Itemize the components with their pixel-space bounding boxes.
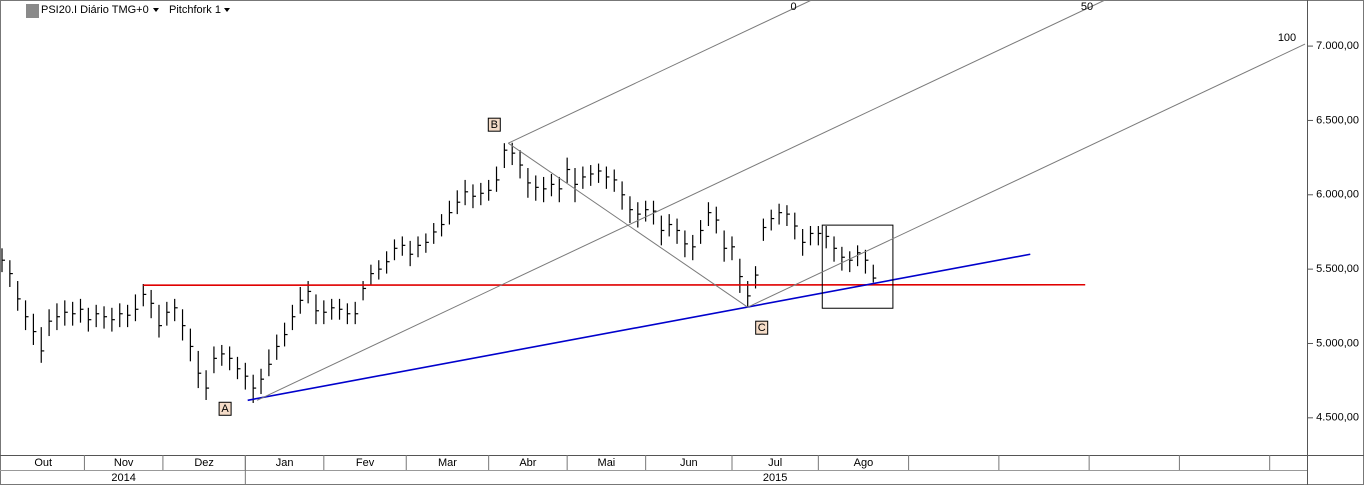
y-tick-label: 5.000,00: [1316, 337, 1359, 349]
highlight-box: [821, 224, 894, 309]
point-label: C: [758, 322, 766, 334]
pitchfork-tine: [256, 0, 1106, 401]
symbol-label[interactable]: PSI20.I Diário TMG+0: [41, 4, 149, 16]
point-label-box: [755, 320, 769, 335]
x-tick-label: Fev: [356, 457, 375, 469]
pitchfork-level-label: 100: [1278, 32, 1296, 44]
y-tick-label: 6.500,00: [1316, 114, 1359, 126]
symbol-icon[interactable]: [26, 4, 39, 18]
point-label-box: [487, 117, 501, 132]
x-tick-label: Nov: [114, 457, 134, 469]
x-tick-label: Dez: [194, 457, 214, 469]
x-tick-label: Mar: [438, 457, 457, 469]
year-label: 2014: [111, 472, 135, 484]
x-tick-label: Jun: [680, 457, 698, 469]
point-label-box: [218, 401, 232, 416]
y-tick-label: 4.500,00: [1316, 412, 1359, 424]
y-tick-label: 7.000,00: [1316, 40, 1359, 52]
study-label[interactable]: Pitchfork 1: [169, 4, 221, 16]
pitchfork-level-label: 50: [1081, 1, 1093, 13]
x-tick-label: Jul: [768, 457, 782, 469]
x-tick-label: Mai: [598, 457, 616, 469]
x-tick-label: Out: [34, 457, 52, 469]
dropdown-icon[interactable]: [153, 8, 159, 12]
y-tick-label: 5.500,00: [1316, 263, 1359, 275]
dropdown-icon[interactable]: [224, 8, 230, 12]
x-tick-label: Jan: [276, 457, 294, 469]
point-label: B: [491, 119, 498, 131]
pitchfork-tine: [508, 0, 812, 144]
year-label: 2015: [763, 472, 787, 484]
x-tick-label: Ago: [854, 457, 874, 469]
point-label: A: [221, 403, 229, 415]
pitchfork-level-label: 0: [791, 1, 797, 13]
y-tick-label: 6.000,00: [1316, 189, 1359, 201]
x-tick-label: Abr: [519, 457, 536, 469]
trend-line: [247, 253, 1031, 402]
pitchfork-tine: [747, 43, 1306, 308]
